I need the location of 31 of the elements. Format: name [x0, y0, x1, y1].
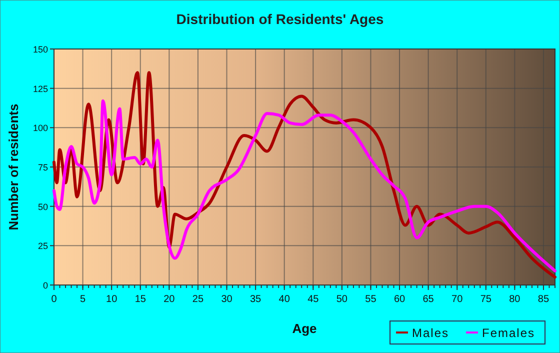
x-tick-label: 70: [452, 294, 464, 305]
chart-title: Distribution of Residents' Ages: [176, 11, 384, 27]
line-series: [52, 99, 556, 272]
x-tick-label: 30: [221, 294, 233, 305]
x-tick-label: 35: [250, 294, 262, 305]
x-tick-label: 5: [80, 294, 86, 305]
x-tick-label: 50: [336, 294, 348, 305]
x-tick-label: 45: [308, 294, 320, 305]
y-tick-label: 75: [38, 162, 48, 172]
x-tick-label: 65: [422, 294, 434, 305]
legend-label: Males: [412, 326, 450, 340]
y-tick-label: 150: [32, 44, 48, 54]
x-tick-label: 80: [509, 294, 521, 305]
y-axis-title: Number of residents: [6, 104, 21, 230]
x-tick-label: 60: [394, 294, 406, 305]
x-tick-label: 0: [51, 294, 58, 305]
x-tick-label: 40: [278, 294, 290, 305]
y-tick-label: 100: [32, 123, 48, 134]
y-tick-label: 25: [38, 241, 48, 252]
x-tick-label: 55: [365, 294, 377, 305]
x-tick-label: 85: [538, 294, 550, 305]
x-axis-title: Age: [292, 321, 317, 336]
x-tick-label: 20: [164, 294, 176, 305]
x-tick-label: 15: [134, 294, 146, 305]
x-tick-label: 75: [480, 294, 492, 305]
x-tick-label: 10: [106, 294, 118, 305]
y-tick-label: 50: [38, 202, 48, 212]
y-tick-label: 125: [32, 84, 48, 94]
y-tick-label: 0: [42, 280, 48, 290]
legend-label: Females: [482, 326, 536, 340]
x-tick-label: 25: [192, 294, 204, 305]
